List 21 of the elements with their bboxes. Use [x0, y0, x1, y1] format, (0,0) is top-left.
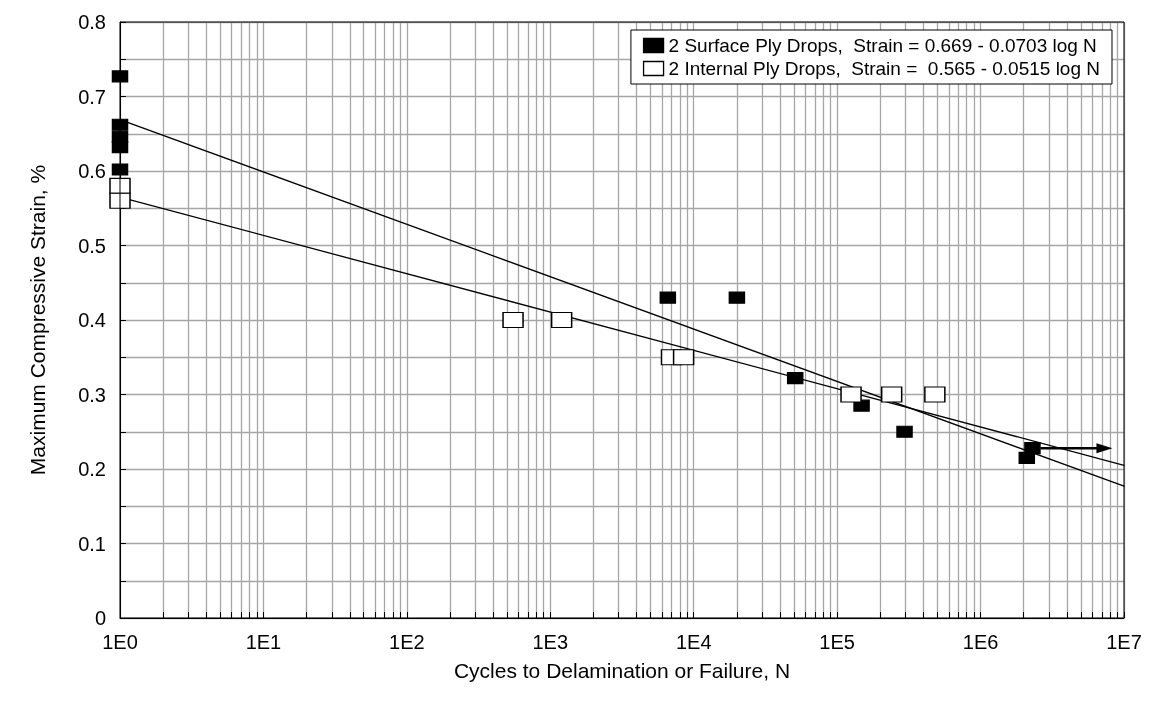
x-tick-label: 1E6 [962, 631, 999, 653]
x-tick-label: 1E2 [389, 631, 425, 653]
y-tick-label: 0.5 [78, 234, 106, 257]
x-tick-label: 1E5 [819, 631, 855, 653]
y-tick-label: 0.8 [78, 11, 106, 33]
x-tick-label: 1E4 [675, 631, 712, 653]
y-tick-label: 0.1 [78, 532, 106, 555]
y-tick-label: 0.7 [78, 85, 106, 108]
x-tick-label: 1E0 [102, 631, 138, 653]
y-tick-label: 0.4 [78, 309, 106, 331]
legend-label: 2 Internal Ply Drops, Strain = 0.565 - 0.0515 log N [668, 58, 1100, 79]
y-tick-label: 0.3 [78, 383, 106, 406]
x-tick-label: 1E3 [532, 631, 569, 653]
y-tick-label: 0 [94, 607, 106, 629]
y-tick-label: 0.2 [78, 458, 106, 480]
y-axis-title: Maximum Compressive Strain, % [26, 164, 49, 476]
x-tick-label: 1E1 [245, 631, 282, 653]
y-tick-label: 0.6 [78, 160, 106, 182]
legend-label: 2 Surface Ply Drops, Strain = 0.669 - 0.0703 log N [668, 35, 1097, 56]
x-tick-label: 1E7 [1106, 631, 1142, 653]
x-axis-title: Cycles to Delamination or Failure, N [453, 659, 791, 682]
